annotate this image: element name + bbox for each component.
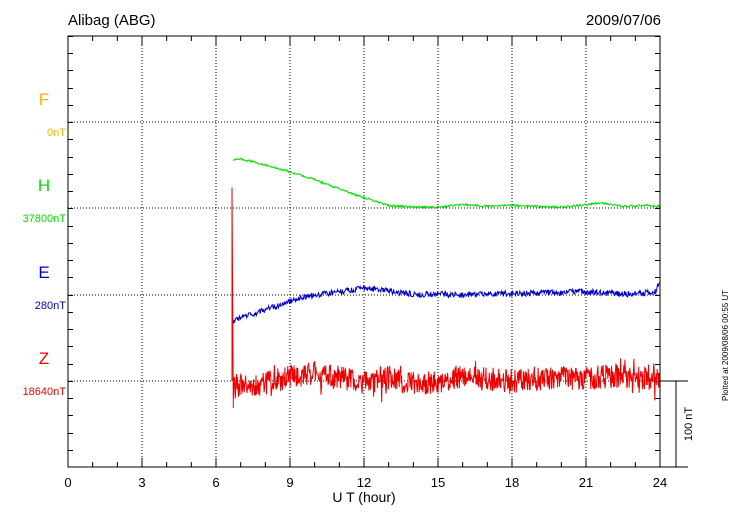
x-tick-label-12: 12 [357,475,371,490]
scale-bar-label: 100 nT [683,407,695,442]
x-tick-label-21: 21 [579,475,593,490]
component-letter-h: H [37,176,51,195]
component-baseline-e: 280nT [34,300,66,312]
tick-marks [67,36,661,467]
grid-lines [68,36,660,467]
series-line-e [232,281,661,324]
scale-bar: 100 nT [660,380,695,468]
component-letter-e: E [38,263,50,282]
station-title: Alibag (ABG) [68,12,156,29]
x-axis-label: U T (hour) [332,489,395,505]
component-baseline-z: 18640nT [22,386,66,398]
component-baseline-f: 0nT [47,127,66,139]
x-tick-label-15: 15 [431,475,445,490]
plot-frame [67,35,661,468]
x-tick-label-0: 0 [64,475,71,490]
date-title: 2009/07/06 [585,12,661,29]
plotted-timestamp: Plotted at 2009/08/06 00:55 UT [721,289,730,401]
series-lines [231,157,661,408]
component-letter-z: Z [38,349,50,368]
x-tick-labels: 0 3 6 9 12 15 18 21 24 [64,475,667,490]
component-letter-f: F [38,90,50,109]
x-tick-label-3: 3 [138,475,145,490]
x-tick-label-18: 18 [505,475,519,490]
series-line-h [232,157,661,210]
x-tick-label-24: 24 [653,475,667,490]
series-line-z [231,187,661,408]
component-baseline-h: 37800nT [22,213,66,225]
x-tick-label-9: 9 [286,475,293,490]
x-tick-label-6: 6 [212,475,219,490]
